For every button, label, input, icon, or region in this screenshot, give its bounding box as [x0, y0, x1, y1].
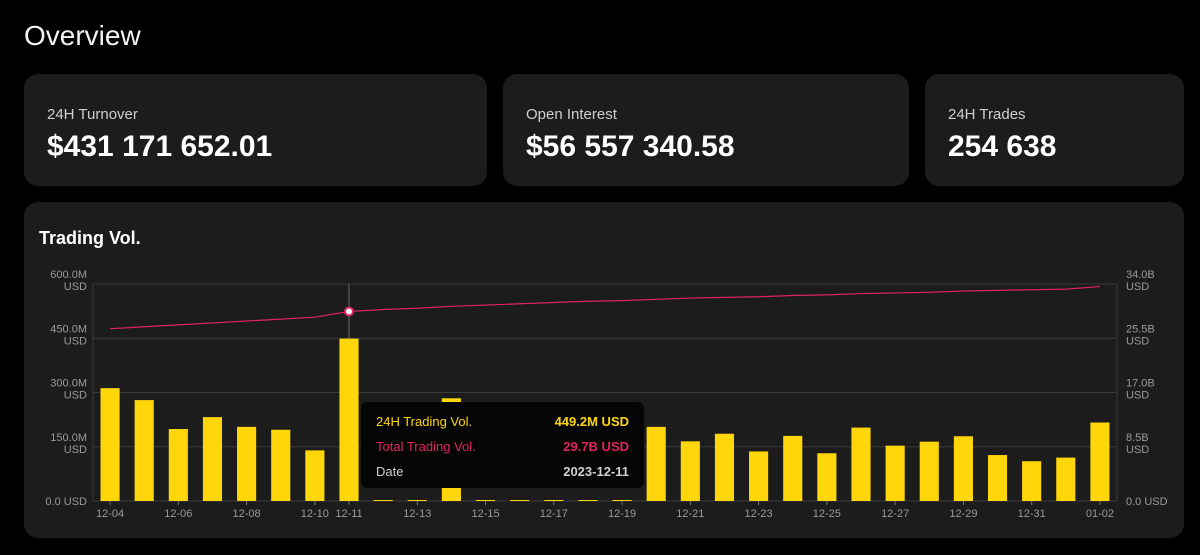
x-tick-label: 12-31 — [1018, 508, 1046, 520]
volume-bar — [714, 433, 735, 501]
volume-bar — [544, 500, 564, 501]
volume-bar — [783, 435, 803, 501]
turnover-card: 24H Turnover $431 171 652.01 — [24, 74, 487, 186]
x-tick-label: 12-21 — [676, 508, 704, 520]
left-axis-tick-label: 300.0M — [50, 378, 87, 390]
volume-bar — [271, 429, 291, 501]
tooltip-volume-value: 449.2M USD — [554, 414, 629, 429]
x-tick-label: 01-02 — [1086, 508, 1114, 520]
right-axis-tick-unit: USD — [1126, 335, 1149, 347]
x-tick-label: 12-19 — [608, 508, 636, 520]
turnover-label: 24H Turnover — [47, 106, 138, 123]
tooltip-total-label: Total Trading Vol. — [376, 439, 476, 454]
x-tick-label: 12-23 — [745, 508, 773, 520]
x-tick-label: 12-11 — [335, 508, 362, 520]
open-interest-label: Open Interest — [526, 106, 617, 123]
total-volume-line — [110, 285, 1100, 330]
volume-bar — [373, 500, 393, 501]
turnover-value: $431 171 652.01 — [47, 130, 273, 163]
open-interest-value: $56 557 340.58 — [526, 130, 735, 163]
tooltip-total-value: 29.7B USD — [563, 439, 629, 454]
volume-bar — [1022, 461, 1042, 501]
tooltip-volume-label: 24H Trading Vol. — [376, 414, 473, 429]
x-tick-label: 12-29 — [949, 508, 977, 520]
right-axis-tick-unit: USD — [1126, 444, 1149, 456]
volume-bar — [919, 441, 939, 501]
volume-bar — [749, 451, 769, 501]
right-axis-tick-label: 17.0B — [1126, 378, 1155, 390]
right-axis-tick-label: 0.0 USD — [1126, 496, 1168, 508]
volume-bar — [339, 338, 359, 501]
volume-bar — [1056, 457, 1076, 501]
volume-bar — [305, 450, 325, 501]
page-title: Overview — [24, 20, 141, 51]
volume-bar — [817, 453, 837, 501]
left-axis-tick-label: 150.0M — [50, 432, 87, 444]
open-interest-card: Open Interest $56 557 340.58 — [503, 74, 909, 186]
left-axis-tick-unit: USD — [64, 390, 87, 402]
volume-bar — [953, 436, 973, 501]
x-tick-label: 12-25 — [813, 508, 841, 520]
volume-bar — [851, 427, 871, 501]
left-axis-tick-unit: USD — [64, 444, 87, 456]
tooltip-date-label: Date — [376, 464, 404, 479]
tooltip-row-date: Date 2023-12-11 — [376, 464, 629, 480]
volume-bar — [407, 500, 427, 501]
volume-bar — [134, 400, 154, 501]
volume-bar — [1090, 422, 1110, 501]
trades-value: 254 638 — [948, 130, 1057, 163]
chart-tooltip: 24H Trading Vol. 449.2M USD Total Tradin… — [361, 402, 644, 488]
x-tick-label: 12-27 — [881, 508, 909, 520]
volume-bar — [202, 417, 223, 501]
trades-card: 24H Trades 254 638 — [925, 74, 1184, 186]
left-axis-tick-unit: USD — [64, 335, 87, 347]
x-tick-label: 12-04 — [96, 508, 124, 520]
volume-bar — [987, 455, 1008, 501]
x-tick-label: 12-17 — [540, 508, 568, 520]
right-axis-tick-label: 25.5B — [1126, 323, 1155, 335]
left-axis-tick-unit: USD — [64, 281, 87, 293]
volume-bar — [168, 429, 188, 501]
volume-bar — [612, 500, 632, 501]
x-tick-label: 12-08 — [233, 508, 261, 520]
volume-bar — [475, 500, 496, 501]
x-tick-label: 12-06 — [164, 508, 192, 520]
tooltip-row-volume: 24H Trading Vol. 449.2M USD — [376, 414, 629, 430]
left-axis-tick-label: 0.0 USD — [45, 496, 87, 508]
chart-title: Trading Vol. — [39, 228, 141, 248]
volume-bar — [885, 445, 905, 501]
x-tick-label: 12-10 — [301, 508, 329, 520]
volume-bar — [100, 388, 120, 501]
right-axis-tick-unit: USD — [1126, 390, 1149, 402]
volume-bar — [646, 426, 666, 501]
right-axis-tick-unit: USD — [1126, 281, 1149, 293]
left-axis-tick-label: 600.0M — [50, 269, 87, 281]
trades-label: 24H Trades — [948, 106, 1026, 123]
tooltip-date-value: 2023-12-11 — [563, 464, 629, 479]
volume-bar — [680, 441, 700, 501]
trading-volume-panel: 0.0 USD 150.0M USD 300.0M USD 450.0M USD 600.0M… — [24, 202, 1184, 538]
x-tick-label: 12-15 — [471, 508, 499, 520]
tooltip-row-total: Total Trading Vol. 29.7B USD — [376, 439, 629, 455]
volume-bar — [237, 426, 257, 501]
left-axis-tick-label: 450.0M — [50, 323, 87, 335]
right-axis-tick-label: 34.0B — [1126, 269, 1155, 281]
highlight-point — [344, 306, 354, 317]
volume-bar — [510, 500, 530, 501]
volume-bar — [578, 500, 598, 501]
trading-volume-chart[interactable]: 0.0 USD150.0MUSD300.0MUSD450.0MUSD600.0M… — [24, 202, 1184, 538]
x-tick-label: 12-13 — [403, 508, 431, 520]
right-axis-tick-label: 8.5B — [1126, 432, 1149, 444]
